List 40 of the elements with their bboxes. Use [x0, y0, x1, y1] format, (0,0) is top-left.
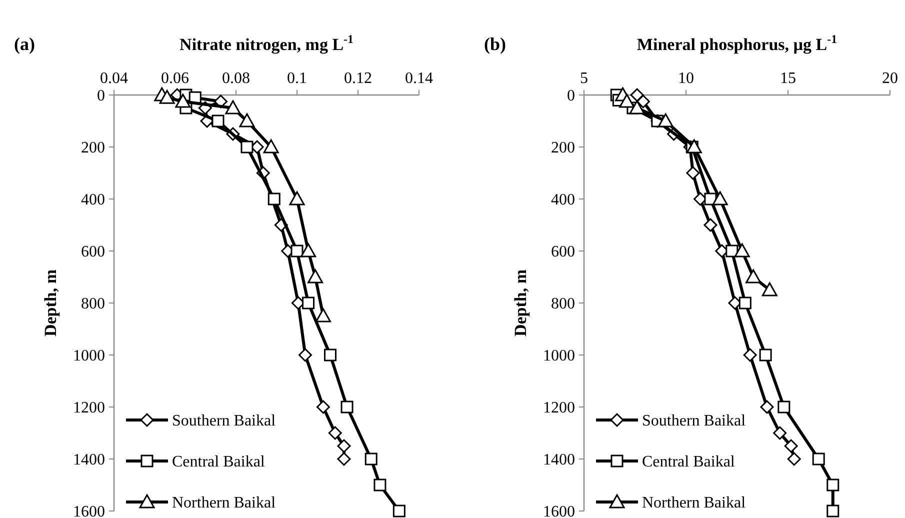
y-tick-label: 0: [567, 88, 575, 105]
x-axis-title: Mineral phosphorus, µg L$^{-1}$: [636, 32, 838, 54]
x-tick-label: 0.14: [405, 70, 433, 87]
x-tick-label: 0.08: [222, 70, 250, 87]
y-tick-label: 800: [551, 296, 575, 313]
y-tick-label: 600: [551, 244, 575, 261]
legend-label: Southern Baikal: [172, 412, 276, 430]
chart-title: (a): [14, 34, 35, 54]
y-tick-label: 600: [81, 244, 105, 261]
legend-label: Northern Baikal: [642, 494, 746, 512]
x-axis-title: Nitrate nitrogen, mg L$^{-1}$: [180, 32, 354, 54]
y-tick-label: 1000: [543, 348, 575, 365]
y-tick-label: 1600: [73, 504, 105, 518]
y-axis-title: Depth, m: [511, 269, 530, 337]
y-tick-label: 200: [551, 140, 575, 157]
x-tick-label: 5: [580, 70, 588, 87]
y-axis-title: Depth, m: [41, 269, 60, 337]
y-tick-label: 400: [81, 192, 105, 209]
x-tick-label: 0.04: [100, 70, 128, 87]
x-tick-label: 0.06: [161, 70, 189, 87]
y-tick-label: 800: [81, 296, 105, 313]
y-tick-label: 400: [551, 192, 575, 209]
legend-label: Central Baikal: [172, 454, 266, 471]
x-tick-label: 20: [882, 70, 898, 87]
y-tick-label: 1400: [73, 452, 105, 469]
y-tick-label: 1200: [543, 400, 575, 417]
y-tick-label: 200: [81, 140, 105, 157]
x-tick-label: 0.1: [287, 70, 307, 87]
x-tick-label: 10: [678, 70, 694, 87]
chart-title: (b): [484, 34, 506, 54]
y-tick-label: 1400: [543, 452, 575, 469]
x-tick-label: 0.12: [344, 70, 372, 87]
y-tick-label: 0: [97, 88, 105, 105]
legend-label: Central Baikal: [642, 454, 736, 471]
legend-label: Southern Baikal: [642, 412, 746, 430]
x-tick-label: 15: [780, 70, 796, 87]
legend-label: Northern Baikal: [172, 494, 276, 512]
y-tick-label: 1600: [543, 504, 575, 518]
y-tick-label: 1000: [73, 348, 105, 365]
y-tick-label: 1200: [73, 400, 105, 417]
